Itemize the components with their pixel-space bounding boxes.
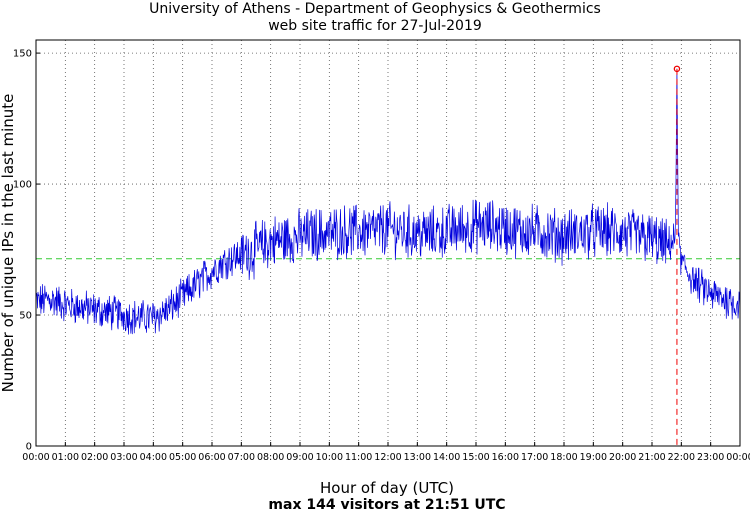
max-marker-group (673, 65, 681, 446)
traffic-series-line (35, 68, 741, 335)
x-tick-label: 03:00 (110, 452, 137, 463)
x-tick-label: 10:00 (316, 452, 343, 463)
x-tick-label: 01:00 (52, 452, 79, 463)
x-tick-label: 15:00 (462, 452, 489, 463)
chart-title: University of Athens - Department of Geo… (149, 1, 601, 17)
y-tick-label: 50 (19, 311, 32, 322)
x-tick-labels: 00:00 01:00 02:00 03:00 04:00 05:00 06:00 07:00… (22, 442, 750, 463)
x-tick-label: 07:00 (228, 452, 255, 463)
x-tick-label: 13:00 (404, 452, 431, 463)
x-tick-label: 21:00 (638, 452, 665, 463)
x-tick-label: 12:00 (374, 452, 401, 463)
x-tick-label: 18:00 (550, 452, 577, 463)
y-axis-label: Number of unique IPs in the last minute (0, 94, 17, 393)
x-tick-label: 06:00 (198, 452, 225, 463)
x-tick-label: 14:00 (433, 452, 460, 463)
x-tick-label: 00:00 (726, 452, 750, 463)
y-tick-label: 0 (26, 442, 32, 453)
x-tick-label: 02:00 (81, 452, 108, 463)
y-tick-label: 150 (13, 49, 32, 60)
grid-lines (36, 40, 740, 446)
y-tick-labels: 0 50 100 150 (13, 49, 40, 453)
x-tick-label: 09:00 (286, 452, 313, 463)
x-tick-label: 00:00 (22, 452, 49, 463)
x-tick-label: 04:00 (140, 452, 167, 463)
y-tick-label: 100 (13, 180, 32, 191)
x-tick-label: 08:00 (257, 452, 284, 463)
x-axis-label: Hour of day (UTC) (320, 479, 454, 497)
x-tick-label: 16:00 (492, 452, 519, 463)
x-tick-label: 20:00 (609, 452, 636, 463)
x-tick-label: 23:00 (697, 452, 724, 463)
x-tick-label: 19:00 (580, 452, 607, 463)
x-tick-label: 22:00 (668, 452, 695, 463)
x-tick-label: 11:00 (345, 452, 372, 463)
x-tick-label: 17:00 (521, 452, 548, 463)
x-tick-label: 05:00 (169, 452, 196, 463)
chart-footer: max 144 visitors at 21:51 UTC (268, 497, 505, 511)
max-point-marker (673, 65, 681, 73)
chart-subtitle: web site traffic for 27-Jul-2019 (268, 18, 482, 34)
series-group (35, 68, 741, 335)
